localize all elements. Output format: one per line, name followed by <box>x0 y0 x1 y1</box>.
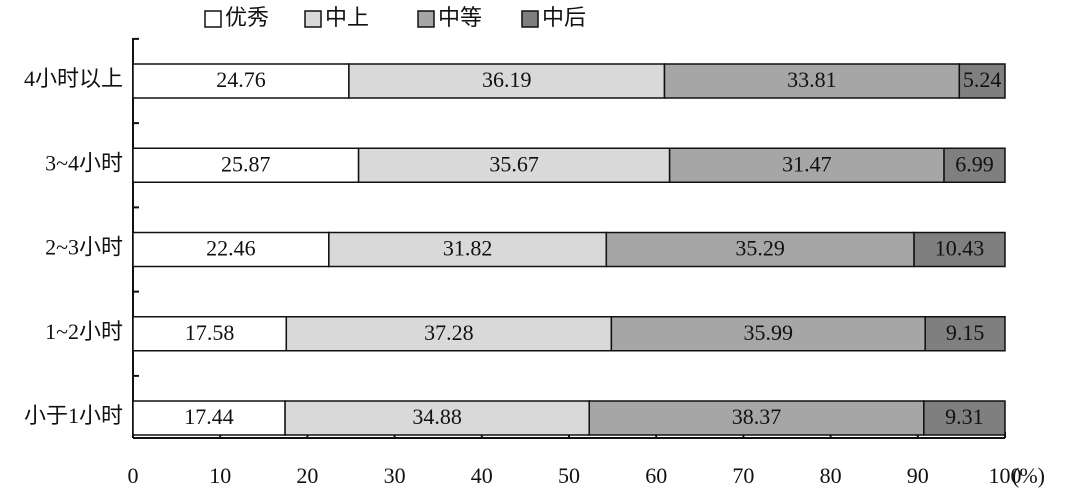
x-axis-label: (%) <box>1012 463 1045 488</box>
data-label: 35.99 <box>744 320 794 345</box>
bar-segment <box>663 63 961 99</box>
legend-label: 中后 <box>542 5 586 30</box>
data-label: 6.99 <box>955 151 994 176</box>
bar-segment <box>923 400 1006 436</box>
bar-segment <box>132 316 288 352</box>
data-label: 37.28 <box>424 320 474 345</box>
data-label: 9.31 <box>945 404 984 429</box>
y-tick-label: 小于1小时 <box>24 403 123 428</box>
y-tick-label: 2~3小时 <box>45 235 123 260</box>
y-tick-label: 1~2小时 <box>45 319 123 344</box>
data-label: 33.81 <box>787 67 837 92</box>
data-label: 24.76 <box>216 67 266 92</box>
bar-segment <box>943 147 1006 183</box>
data-label: 10.43 <box>935 236 985 261</box>
bar-segment <box>328 231 608 268</box>
x-tick-label: 80 <box>820 463 842 488</box>
x-tick-label: 60 <box>645 463 667 488</box>
data-label: 38.37 <box>732 404 782 429</box>
x-tick-label: 30 <box>384 463 406 488</box>
x-tick-label: 90 <box>907 463 929 488</box>
legend-label: 中等 <box>438 5 482 30</box>
bar-segment <box>913 231 1006 268</box>
data-label: 36.19 <box>482 67 532 92</box>
bar-segment <box>132 231 330 268</box>
data-label: 31.82 <box>443 236 493 261</box>
data-label: 25.87 <box>221 151 271 176</box>
bar-segment <box>132 400 286 436</box>
legend-swatch <box>204 10 222 28</box>
legend-label: 中上 <box>325 5 369 30</box>
x-tick-label: 0 <box>128 463 139 488</box>
bar-segment <box>924 316 1006 352</box>
data-label: 17.44 <box>184 404 234 429</box>
legend-swatch <box>417 10 435 28</box>
data-label: 22.46 <box>206 236 256 261</box>
data-label: 35.67 <box>489 151 539 176</box>
data-label: 31.47 <box>782 151 832 176</box>
x-tick-label: 50 <box>558 463 580 488</box>
data-label: 35.29 <box>735 236 785 261</box>
bar-segment <box>285 316 613 352</box>
bar-segment <box>588 400 925 436</box>
bar-segment <box>605 231 915 268</box>
x-tick-label: 10 <box>209 463 231 488</box>
y-tick-label: 4小时以上 <box>24 66 123 91</box>
data-label: 17.58 <box>185 320 235 345</box>
data-label: 9.15 <box>946 320 985 345</box>
bar-segment <box>357 147 671 183</box>
bar-segment <box>958 63 1006 99</box>
bar-segment <box>132 147 360 183</box>
x-tick-label: 40 <box>471 463 493 488</box>
x-tick-label: 100 <box>989 463 1022 488</box>
y-tick-label: 3~4小时 <box>45 150 123 175</box>
x-tick-label: 70 <box>732 463 754 488</box>
x-tick-label: 20 <box>296 463 318 488</box>
legend-swatch <box>521 10 539 28</box>
bar-segment <box>610 316 926 352</box>
legend-label: 优秀 <box>225 5 269 30</box>
data-label: 34.88 <box>412 404 462 429</box>
data-label: 5.24 <box>963 67 1002 92</box>
legend-swatch <box>304 10 322 28</box>
